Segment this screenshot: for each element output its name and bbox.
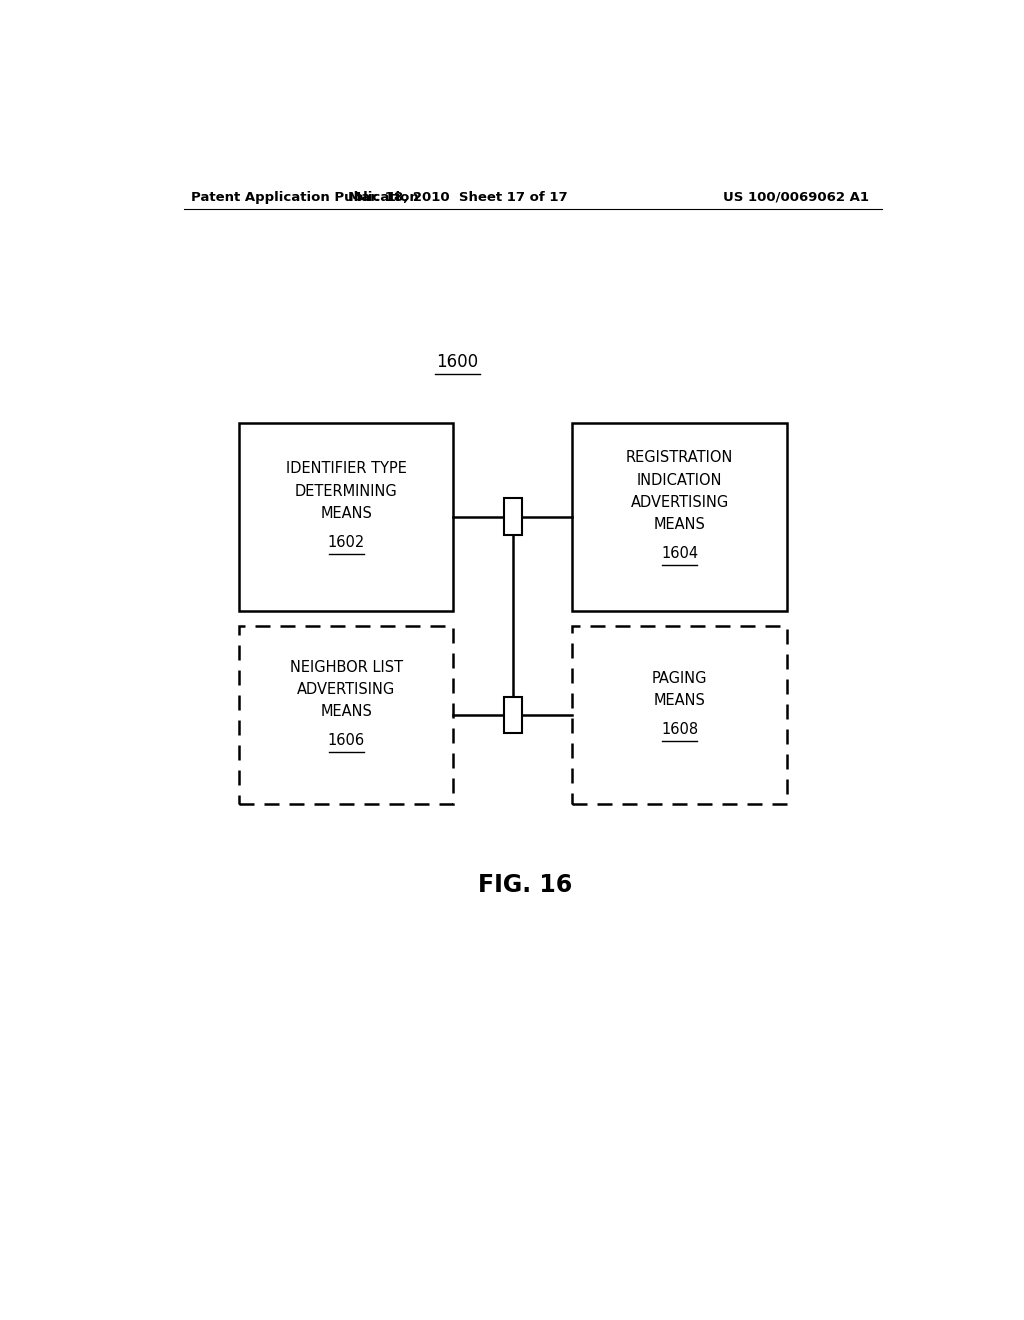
Text: NEIGHBOR LIST: NEIGHBOR LIST — [290, 660, 402, 675]
Text: REGISTRATION: REGISTRATION — [626, 450, 733, 465]
Bar — [504, 697, 521, 733]
Text: 1608: 1608 — [660, 722, 698, 737]
Bar — [240, 422, 454, 611]
Bar — [504, 499, 521, 535]
Text: 1600: 1600 — [436, 352, 478, 371]
Text: Mar. 18, 2010  Sheet 17 of 17: Mar. 18, 2010 Sheet 17 of 17 — [347, 190, 567, 203]
Text: FIG. 16: FIG. 16 — [477, 873, 572, 898]
Text: 1602: 1602 — [328, 535, 365, 549]
Text: MEANS: MEANS — [653, 517, 706, 532]
Bar — [240, 626, 454, 804]
Text: US 100/0069062 A1: US 100/0069062 A1 — [723, 190, 869, 203]
Text: DETERMINING: DETERMINING — [295, 483, 397, 499]
Bar — [572, 626, 786, 804]
Text: MEANS: MEANS — [321, 705, 372, 719]
Text: INDICATION: INDICATION — [637, 473, 722, 487]
Bar — [572, 422, 786, 611]
Text: ADVERTISING: ADVERTISING — [631, 495, 729, 510]
Text: IDENTIFIER TYPE: IDENTIFIER TYPE — [286, 462, 407, 477]
Text: PAGING: PAGING — [652, 671, 708, 686]
Text: Patent Application Publication: Patent Application Publication — [191, 190, 419, 203]
Text: 1604: 1604 — [660, 545, 698, 561]
Text: MEANS: MEANS — [321, 506, 372, 521]
Text: ADVERTISING: ADVERTISING — [297, 682, 395, 697]
Text: 1606: 1606 — [328, 733, 365, 748]
Text: MEANS: MEANS — [653, 693, 706, 708]
